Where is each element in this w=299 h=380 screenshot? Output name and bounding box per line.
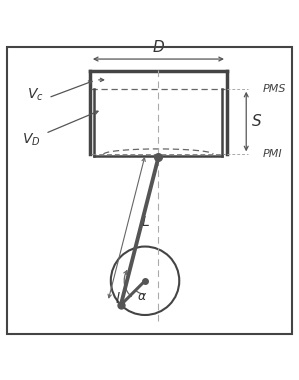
Text: $\alpha$: $\alpha$ bbox=[137, 290, 147, 303]
Text: L: L bbox=[141, 215, 149, 229]
Text: $V_D$: $V_D$ bbox=[22, 131, 40, 147]
Text: PMI: PMI bbox=[263, 149, 282, 159]
Text: $l$: $l$ bbox=[115, 291, 121, 306]
Text: D: D bbox=[152, 40, 164, 55]
Text: S: S bbox=[251, 114, 261, 129]
Text: $V_c$: $V_c$ bbox=[28, 87, 44, 103]
Text: PMS: PMS bbox=[263, 84, 286, 94]
